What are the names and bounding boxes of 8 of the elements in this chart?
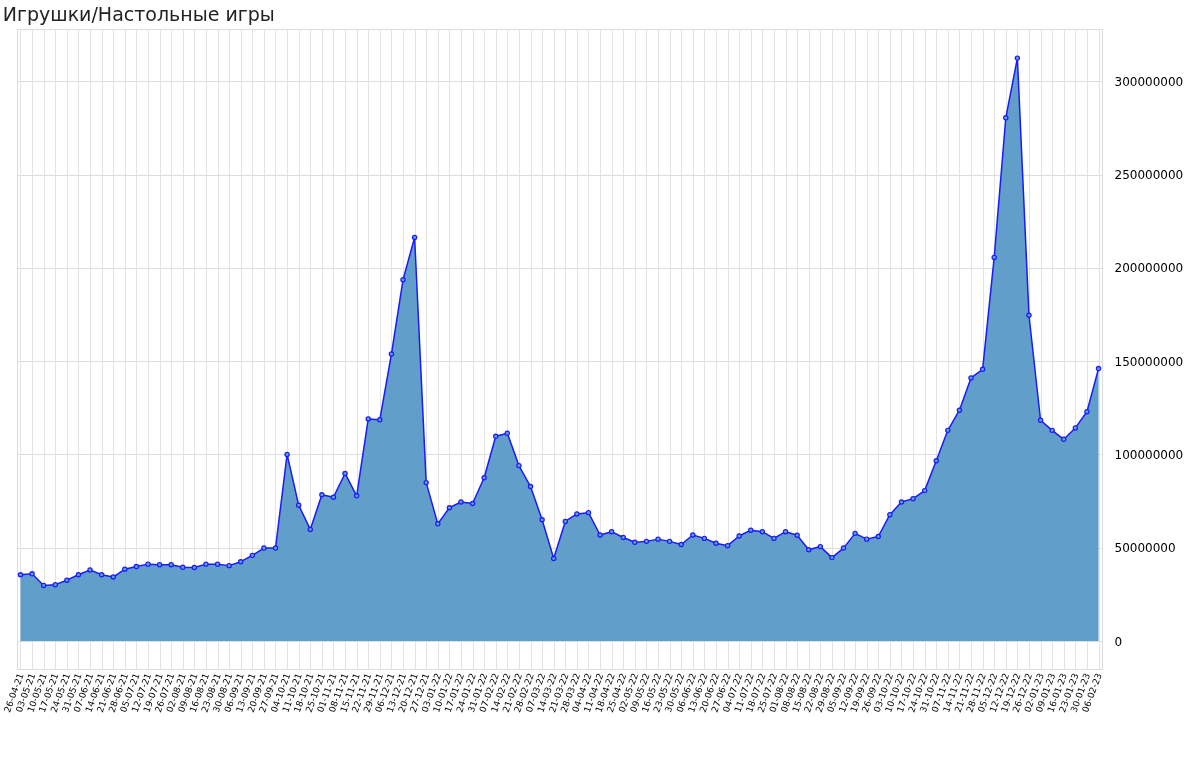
y-tick-label: 50000000 (1114, 541, 1176, 556)
y-tick-label: 100000000 (1114, 447, 1184, 462)
y-tick-label: 150000000 (1114, 354, 1184, 369)
y-tick-label: 200000000 (1114, 261, 1184, 276)
y-tick-label: 300000000 (1114, 74, 1184, 89)
y-tick-label: 0 (1114, 634, 1123, 649)
y-tick-label: 250000000 (1114, 168, 1184, 183)
chart-title: Игрушки/Настольные игры (2, 3, 275, 25)
